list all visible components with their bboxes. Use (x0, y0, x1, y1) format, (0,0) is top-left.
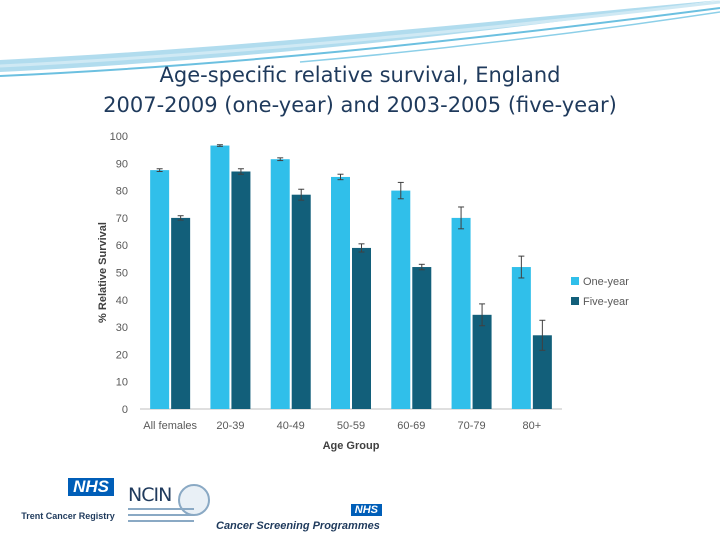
x-tick-label-4: 60-69 (397, 420, 425, 432)
x-tick-label-1: 20-39 (216, 420, 244, 432)
legend-swatch-0 (571, 277, 579, 285)
bar-one-year-3 (331, 176, 350, 409)
y-tick-label-1: 10 (116, 377, 128, 389)
bar-five-year-2 (291, 194, 311, 409)
bar-five-year-1 (231, 171, 251, 409)
y-tick-label-6: 60 (116, 240, 128, 252)
logo-strip: NHS Trent Cancer Registry NCIN NHS Cance… (0, 472, 720, 540)
y-tick-label-8: 80 (116, 186, 128, 198)
slide-title-line-1: Age-specific relative survival, England (159, 63, 561, 87)
bar-one-year-4 (391, 190, 411, 409)
trent-cancer-registry-caption: Trent Cancer Registry (21, 511, 115, 521)
ncin-tagline-graphic (128, 508, 194, 526)
y-tick-label-5: 50 (116, 268, 128, 280)
bar-one-year-6 (511, 267, 531, 409)
legend-label-0: One-year (583, 276, 629, 288)
y-tick-label-10: 100 (110, 131, 128, 143)
slide-title: Age-specific relative survival, England … (0, 60, 720, 120)
bar-five-year-3 (352, 247, 371, 409)
y-tick-label-7: 70 (116, 213, 128, 225)
legend-label-1: Five-year (583, 296, 629, 308)
bar-one-year-2 (270, 159, 290, 409)
bar-five-year-6 (532, 335, 552, 409)
nhs-logo: NHS (68, 478, 114, 496)
bar-five-year-5 (472, 314, 492, 409)
cancer-screening-programmes-logo: NHS Cancer Screening Programmes (216, 500, 382, 532)
x-axis-title: Age Group (323, 440, 380, 452)
header-swoosh (0, 0, 720, 80)
y-tick-label-4: 40 (116, 295, 128, 307)
cancer-screening-programmes-caption: Cancer Screening Programmes (216, 520, 380, 532)
survival-chart: 0 10 20 30 40 50 60 70 80 90 100 All females 20-39 40… (80, 127, 640, 457)
legend-swatch-1 (571, 297, 579, 305)
nhs-logo-small: NHS (350, 504, 382, 516)
y-tick-label-0: 0 (122, 404, 128, 416)
y-tick-label-9: 90 (116, 158, 128, 170)
x-tick-label-3: 50-59 (337, 420, 365, 432)
bar-five-year-0 (171, 217, 191, 409)
x-tick-label-5: 70-79 (458, 420, 486, 432)
slide-title-line-2: 2007-2009 (one-year) and 2003-2005 (five… (103, 93, 617, 117)
x-tick-label-6: 80+ (523, 420, 542, 432)
bar-one-year-0 (150, 170, 170, 409)
ncin-globe-icon (178, 484, 210, 516)
ncin-logo: NCIN (124, 484, 214, 532)
bar-one-year-1 (210, 145, 230, 409)
x-tick-label-2: 40-49 (277, 420, 305, 432)
bar-one-year-5 (451, 217, 471, 409)
survival-chart-svg: 0 10 20 30 40 50 60 70 80 90 100 All females 20-39 40… (97, 131, 629, 452)
y-axis-title: % Relative Survival (97, 222, 109, 323)
x-tick-label-0: All females (143, 420, 197, 432)
y-tick-label-3: 30 (116, 322, 128, 334)
ncin-wordmark: NCIN (128, 484, 172, 506)
y-tick-label-2: 20 (116, 349, 128, 361)
bar-five-year-4 (412, 267, 432, 409)
trent-cancer-registry-logo: NHS Trent Cancer Registry (18, 478, 118, 521)
